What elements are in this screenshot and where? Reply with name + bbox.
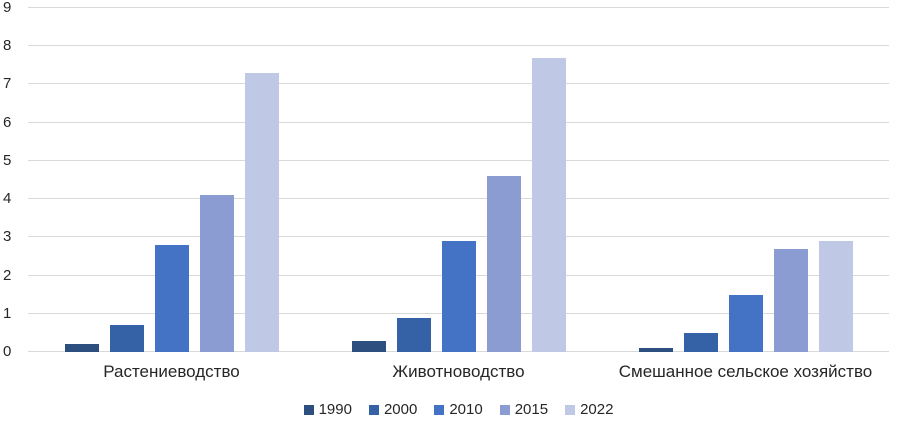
bar-2022 (244, 72, 279, 352)
y-tick-label: 3 (3, 228, 12, 246)
gridline (28, 45, 889, 47)
legend-label: 2000 (383, 401, 418, 418)
legend-swatch-icon (565, 404, 576, 415)
bar-2015 (773, 248, 808, 352)
bar-2000 (683, 332, 718, 352)
legend-item: 2015 (499, 401, 549, 418)
bar-1990 (638, 348, 673, 352)
gridline (28, 83, 889, 85)
bar-2015 (199, 195, 234, 352)
bar-1990 (351, 340, 386, 352)
y-tick-label: 5 (3, 151, 12, 169)
gridline (28, 198, 889, 200)
bar-2000 (109, 325, 144, 352)
legend-item: 1990 (303, 401, 352, 418)
legend-item: 2000 (368, 401, 418, 418)
category-label: Смешанное сельское хозяйство (618, 362, 873, 381)
legend-swatch-icon (303, 404, 314, 415)
bar-2010 (441, 241, 476, 352)
legend-label: 1990 (318, 401, 352, 418)
legend: 1990 2000 2010 2015 2022 (28, 401, 889, 418)
legend-item: 2010 (434, 401, 483, 418)
y-tick-label: 1 (3, 304, 12, 322)
legend-label: 2022 (580, 401, 614, 418)
bar-group (315, 8, 602, 352)
bar-group (602, 8, 889, 352)
plot-area (28, 7, 889, 352)
legend-swatch-icon (368, 404, 379, 415)
y-tick-label: 0 (3, 343, 12, 360)
legend-swatch-icon (499, 404, 510, 415)
y-tick-label: 2 (3, 266, 12, 284)
y-tick-label: 6 (3, 113, 12, 131)
legend-item: 2022 (565, 401, 613, 418)
category-label: Растениеводство (103, 362, 240, 381)
y-tick-label: 8 (3, 37, 12, 55)
bar-2010 (154, 244, 189, 352)
bar-2015 (486, 176, 521, 352)
bar-2010 (728, 294, 763, 352)
legend-label: 2015 (514, 401, 549, 418)
y-tick-label: 7 (3, 75, 12, 93)
y-tick-label: 9 (3, 0, 12, 16)
gridline (28, 121, 889, 123)
gridline (28, 159, 889, 161)
y-tick-label: 4 (3, 190, 12, 208)
y-axis: 0 1 2 3 4 5 6 7 8 9 (0, 0, 24, 360)
bar-2022 (531, 57, 566, 352)
gridline (28, 7, 889, 8)
x-axis: Растениеводство Животноводство Смешанное с… (28, 362, 889, 382)
category-label: Животноводство (392, 362, 525, 381)
legend-label: 2010 (449, 401, 483, 418)
legend-swatch-icon (434, 404, 445, 415)
bar-groups (28, 8, 889, 352)
bar-group (28, 8, 315, 352)
bar-1990 (64, 344, 99, 352)
gridline (28, 236, 889, 238)
bar-2022 (818, 241, 853, 352)
bar-2000 (396, 317, 431, 352)
